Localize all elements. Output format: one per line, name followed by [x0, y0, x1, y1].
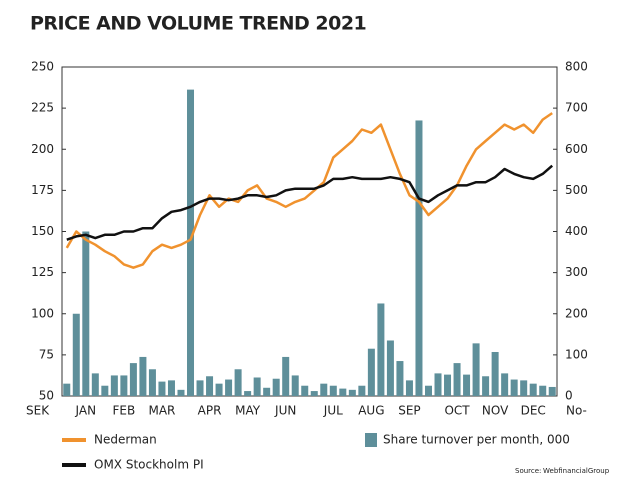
bar — [120, 375, 128, 396]
line — [66, 164, 554, 241]
bar — [167, 380, 175, 396]
bar — [253, 377, 261, 396]
source-name: WebfinancialGroup — [543, 467, 610, 475]
bar — [177, 389, 185, 396]
bar — [358, 385, 366, 396]
bar — [396, 361, 404, 396]
bar — [234, 369, 242, 396]
x-tick-label: JAN — [75, 404, 97, 418]
bar — [434, 373, 442, 396]
bar — [272, 378, 280, 396]
legend-label: Nederman — [94, 433, 157, 447]
bar — [101, 385, 109, 396]
bar — [405, 380, 413, 396]
x-tick-label: APR — [198, 404, 222, 418]
y2-tick-label: 600 — [565, 142, 588, 156]
y2-tick-label: 100 — [565, 347, 588, 361]
bar — [444, 374, 452, 396]
y2-tick-label: 300 — [565, 265, 588, 279]
bar — [158, 381, 166, 396]
bar — [539, 385, 547, 396]
y-tick-label: 75 — [39, 347, 54, 361]
y-tick-label: 250 — [31, 60, 54, 74]
y-tick-label: 200 — [31, 142, 54, 156]
y-tick-label: 150 — [31, 224, 54, 238]
bar — [244, 391, 252, 396]
bar — [291, 375, 299, 396]
bar — [348, 389, 356, 396]
x-tick-label: NOV — [482, 404, 509, 418]
chart-title: PRICE AND VOLUME TREND 2021 — [30, 13, 366, 35]
legend-label: OMX Stockholm PI — [94, 458, 204, 472]
bar — [329, 385, 337, 396]
bar — [110, 375, 118, 396]
bar — [82, 231, 90, 396]
x-tick-label: FEB — [113, 404, 136, 418]
bar — [491, 351, 499, 396]
bar — [91, 373, 99, 396]
bar — [367, 348, 375, 396]
x-tick-label: DEC — [521, 404, 546, 418]
legend-label: Share turnover per month, 000 — [383, 433, 570, 447]
bar — [196, 380, 204, 396]
bar — [472, 343, 480, 396]
x-tick-label: JUN — [274, 404, 296, 418]
bar — [386, 340, 394, 396]
bar — [377, 303, 385, 396]
bar — [548, 386, 556, 396]
y2-tick-label: 200 — [565, 306, 588, 320]
x-tick-label: JUL — [323, 404, 343, 418]
bar — [301, 385, 309, 396]
bar — [501, 373, 509, 396]
bar — [63, 383, 71, 396]
bar — [129, 363, 137, 396]
y2-tick-label: 400 — [565, 224, 588, 238]
bar — [263, 387, 271, 396]
bar — [453, 363, 461, 396]
y2-tick-label: 500 — [565, 183, 588, 197]
bar — [225, 379, 233, 396]
bar — [424, 385, 432, 396]
y2-unit: No- — [566, 404, 587, 418]
x-tick-label: SEP — [398, 404, 420, 418]
x-tick-label: MAY — [235, 404, 261, 418]
bar — [206, 376, 214, 396]
x-tick-label: OCT — [444, 404, 470, 418]
bar — [415, 120, 423, 397]
bar — [215, 383, 223, 396]
y-tick-label: 100 — [31, 306, 54, 320]
y-tick-label: 225 — [31, 101, 54, 115]
bar — [139, 356, 147, 396]
y2-tick-label: 0 — [565, 389, 573, 403]
bar — [310, 391, 318, 396]
bar — [510, 379, 518, 396]
y2-tick-label: 800 — [565, 60, 588, 74]
y-tick-label: 175 — [31, 183, 54, 197]
y2-tick-label: 700 — [565, 101, 588, 115]
y-tick-label: 50 — [39, 389, 54, 403]
legend-swatch — [365, 433, 377, 447]
bar — [320, 383, 328, 396]
bar — [463, 374, 471, 396]
source: Source: — [515, 467, 541, 475]
bar — [520, 380, 528, 396]
line — [65, 112, 553, 269]
bar — [339, 388, 347, 396]
bar — [187, 89, 195, 397]
bar — [148, 369, 156, 396]
bar — [282, 356, 290, 396]
bar — [72, 313, 80, 396]
bar — [529, 383, 537, 396]
y-unit: SEK — [26, 404, 50, 418]
y-tick-label: 125 — [31, 265, 54, 279]
x-tick-label: MAR — [148, 404, 175, 418]
bar — [482, 376, 490, 396]
x-tick-label: AUG — [358, 404, 384, 418]
